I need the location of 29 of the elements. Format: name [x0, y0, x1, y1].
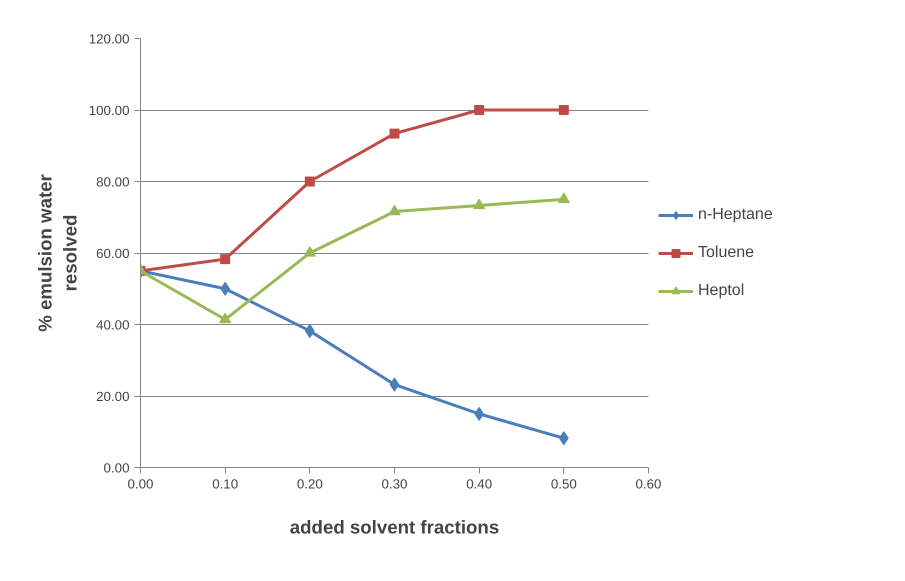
point: [219, 312, 232, 324]
point: [390, 128, 400, 139]
x-tick-label: 0.50: [550, 476, 577, 492]
point: [304, 176, 315, 186]
x-tick-label: 0.00: [128, 476, 154, 492]
x-axis-title: added solvent fractions: [290, 516, 500, 538]
point: [474, 105, 484, 115]
point: [558, 192, 570, 204]
x-tick-label: 0.20: [296, 476, 323, 492]
y-tick-label: 20.00: [96, 389, 130, 404]
x-tick-label: 0.60: [636, 476, 662, 492]
x-tick-label: 0.10: [212, 476, 238, 492]
x-tick-label: 0.30: [382, 476, 408, 492]
legend-label: Toluene: [698, 244, 756, 262]
legend-label: Heptol: [698, 282, 746, 300]
point: [473, 198, 486, 210]
legend-label: n-Heptane: [698, 206, 774, 224]
y-axis-title: % emulsion water resolved: [34, 174, 81, 332]
y-tick-label: 40.00: [96, 318, 130, 332]
y-tick-label: 0.00: [104, 460, 130, 476]
x-tick-label: 0.40: [466, 476, 492, 492]
y-tick-label: 100.00: [88, 103, 130, 118]
point: [304, 246, 316, 257]
point: [388, 204, 400, 216]
y-tick-label: 80.00: [96, 174, 130, 190]
point: [558, 105, 569, 115]
y-tick-label: 60.00: [96, 246, 130, 261]
point: [220, 254, 230, 264]
y-tick-label: 120.00: [88, 32, 130, 46]
